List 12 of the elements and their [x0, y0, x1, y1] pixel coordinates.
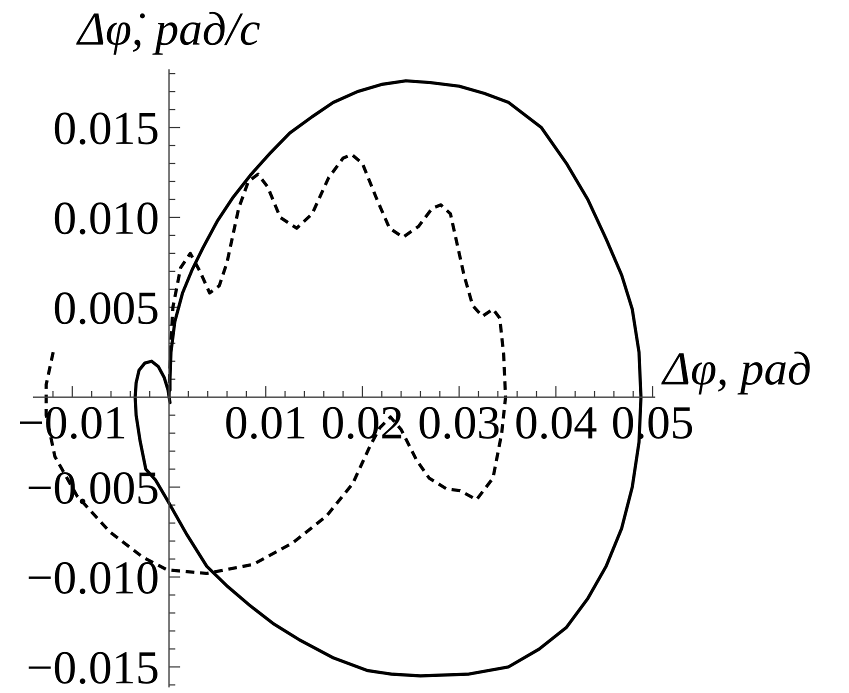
x-tick-label: 0.03	[420, 406, 499, 439]
y-axis-title: Δφ̇, рад/с	[76, 12, 260, 55]
y-tick-label: −0.010	[28, 562, 158, 594]
x-tick-label: 0.04	[516, 406, 596, 439]
x-tick-label: 0.01	[226, 406, 304, 439]
y-tick-label: 0.010	[54, 202, 158, 234]
y-tick-label: −0.005	[28, 472, 158, 504]
x-tick-label: −0.01	[20, 406, 124, 439]
y-tick-label: 0.015	[54, 112, 158, 145]
y-tick-label: 0.005	[54, 292, 158, 324]
y-tick-label: −0.015	[28, 652, 158, 684]
x-axis-title: Δφ, рад	[661, 352, 810, 394]
